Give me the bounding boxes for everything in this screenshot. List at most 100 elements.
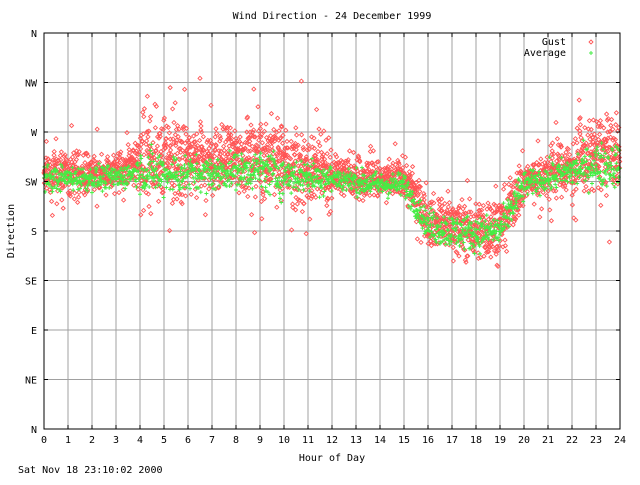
gust-point xyxy=(496,243,503,249)
gust-point xyxy=(488,254,494,260)
gust-point xyxy=(361,192,368,199)
average-point xyxy=(454,226,458,231)
average-point xyxy=(76,166,81,171)
gust-point xyxy=(67,193,74,199)
gust-point xyxy=(520,202,526,209)
average-point xyxy=(88,172,93,177)
average-point xyxy=(574,161,579,166)
average-point xyxy=(613,144,618,149)
average-point xyxy=(271,171,276,176)
average-point xyxy=(598,169,603,174)
average-point xyxy=(151,159,156,164)
gust-point xyxy=(182,193,189,199)
average-point xyxy=(491,218,496,223)
gust-point xyxy=(383,200,390,206)
gust-point xyxy=(263,121,269,127)
gust-point xyxy=(299,208,306,215)
average-point xyxy=(586,190,591,195)
gust-point xyxy=(248,212,255,218)
gust-point xyxy=(209,156,215,162)
average-point xyxy=(376,177,381,182)
average-point xyxy=(536,185,540,190)
average-point xyxy=(147,170,152,175)
gust-point xyxy=(179,147,186,154)
gust-point xyxy=(438,196,445,202)
gust-point xyxy=(516,163,522,169)
average-point xyxy=(413,213,418,218)
average-point xyxy=(263,185,268,190)
gust-point xyxy=(510,222,516,228)
average-point xyxy=(104,168,109,173)
gust-point xyxy=(582,125,588,131)
average-point xyxy=(538,193,542,198)
gust-point xyxy=(163,142,169,148)
average-point xyxy=(306,182,311,187)
gust-point xyxy=(118,149,124,155)
average-point xyxy=(424,222,429,227)
gust-point xyxy=(58,149,65,155)
gust-point xyxy=(492,210,498,216)
gust-point xyxy=(67,190,73,197)
average-point xyxy=(460,236,464,241)
average-point xyxy=(550,161,555,166)
gust-point xyxy=(456,203,463,209)
average-point xyxy=(527,184,532,189)
gust-point xyxy=(369,160,376,166)
gust-point xyxy=(598,202,604,208)
average-point xyxy=(178,173,183,178)
gust-point xyxy=(279,140,286,146)
gust-point xyxy=(366,166,372,173)
average-point xyxy=(422,231,427,236)
average-point xyxy=(612,171,616,176)
gust-point xyxy=(400,187,406,194)
gust-point xyxy=(370,148,377,154)
average-point xyxy=(239,151,244,156)
average-point xyxy=(426,225,431,230)
gust-point xyxy=(247,138,253,145)
average-point xyxy=(180,179,185,184)
gust-point xyxy=(333,154,340,160)
gust-point xyxy=(584,173,591,179)
gust-point xyxy=(155,198,162,204)
gust-point xyxy=(243,184,249,191)
gust-point xyxy=(183,125,190,132)
average-point xyxy=(602,177,606,182)
average-point xyxy=(379,172,384,177)
gust-point xyxy=(179,139,185,146)
average-point xyxy=(289,191,294,196)
average-point xyxy=(224,171,228,176)
average-point xyxy=(50,174,54,179)
gust-point xyxy=(290,204,296,211)
average-point xyxy=(398,171,403,176)
gust-point xyxy=(300,144,306,151)
gust-point xyxy=(597,157,604,164)
gust-point xyxy=(76,189,82,196)
gust-point xyxy=(386,156,392,162)
gust-point xyxy=(62,182,68,189)
gust-point xyxy=(170,163,176,169)
gust-point xyxy=(165,124,172,130)
average-point xyxy=(615,146,620,151)
average-point xyxy=(582,170,586,175)
average-point xyxy=(502,226,507,231)
average-point xyxy=(125,181,130,186)
average-point xyxy=(192,180,197,185)
average-point xyxy=(311,161,316,166)
gust-point xyxy=(282,155,289,161)
gust-point xyxy=(168,142,174,149)
average-point xyxy=(130,173,135,178)
gust-point xyxy=(283,127,289,133)
gust-point xyxy=(191,151,197,157)
gust-point xyxy=(267,133,274,139)
gust-point xyxy=(448,209,454,215)
gust-point xyxy=(149,155,155,162)
average-point xyxy=(357,191,362,196)
gust-point xyxy=(111,191,118,197)
gust-point xyxy=(591,187,597,194)
gust-point xyxy=(450,258,457,264)
average-point xyxy=(235,171,240,176)
average-point xyxy=(154,162,159,167)
average-point xyxy=(264,174,269,179)
gust-point xyxy=(308,134,315,140)
gust-point xyxy=(138,141,144,148)
